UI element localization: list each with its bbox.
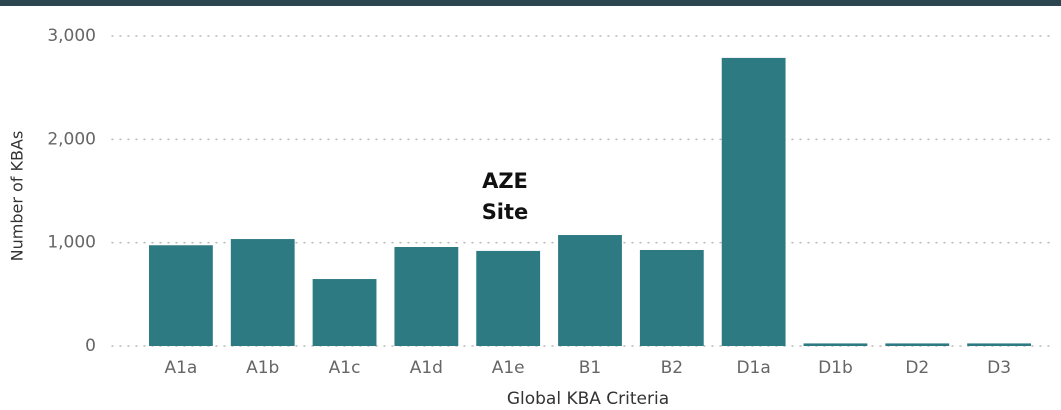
y-tick-label: 0 [85,336,96,356]
y-tick-label: 1,000 [47,233,96,253]
x-tick-label: A1c [329,358,361,378]
x-tick-label: D2 [905,358,929,378]
y-axis-label: Number of KBAs [8,131,27,262]
annotation: AZE Site [481,169,529,224]
bar [558,235,622,346]
x-axis-label: Global KBA Criteria [507,389,669,409]
top-bar [0,0,1061,6]
x-tick-label: A1d [410,358,443,378]
bar [721,57,786,346]
x-tick-label: D1a [736,358,770,378]
bar [230,239,295,346]
bar [149,245,213,346]
bar [639,250,704,346]
bar [803,343,868,346]
x-tick-label: B1 [579,358,601,378]
x-tick-label: A1b [246,358,279,378]
bar [394,247,459,346]
bar [967,343,1031,346]
y-tick-label: 3,000 [47,26,96,46]
bar [312,279,377,346]
x-tick-label: A1a [164,358,197,378]
x-tick-label: D3 [987,358,1011,378]
x-tick-label: A1e [492,358,525,378]
y-tick-label: 2,000 [47,129,96,149]
x-tick-label: D1b [818,358,853,378]
bar [885,343,950,346]
bar [476,250,541,346]
x-tick-label: B2 [661,358,683,378]
